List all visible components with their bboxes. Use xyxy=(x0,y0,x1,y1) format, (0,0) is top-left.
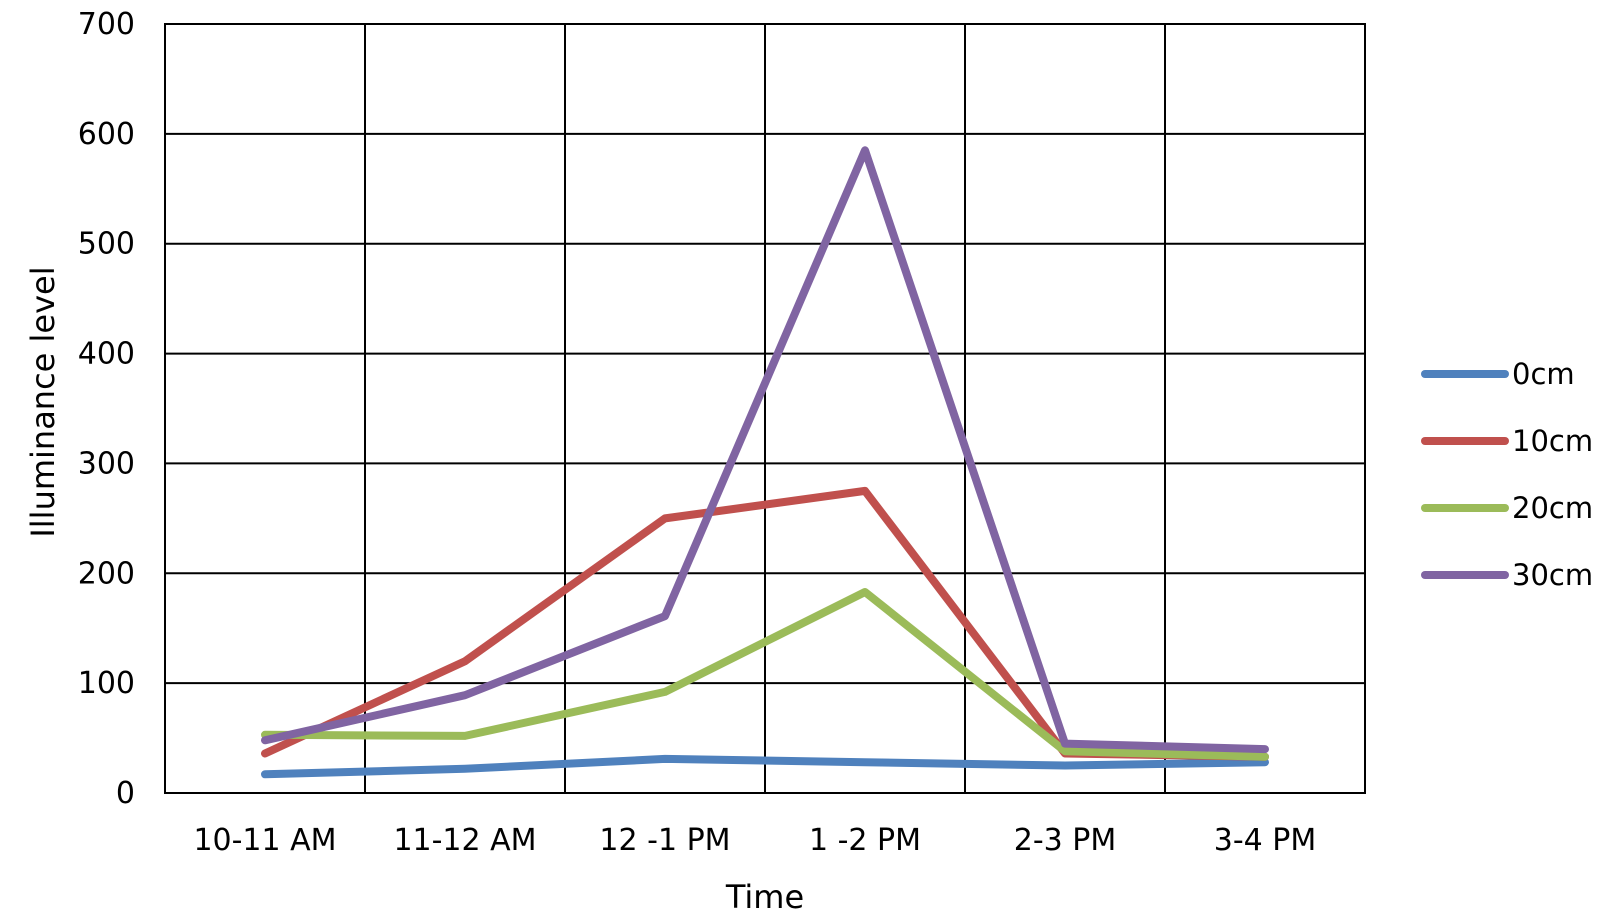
x-tick-label: 11-12 AM xyxy=(393,823,536,858)
legend-label-0cm: 0cm xyxy=(1512,357,1575,391)
y-tick-label: 0 xyxy=(116,776,135,811)
y-tick-label: 600 xyxy=(78,117,135,152)
legend-label-30cm: 30cm xyxy=(1512,558,1593,592)
x-tick-label: 10-11 AM xyxy=(193,823,336,858)
series-line-0cm xyxy=(261,754,1269,779)
legend-label-10cm: 10cm xyxy=(1512,424,1593,458)
plot-border xyxy=(164,23,1366,794)
x-tick-label: 12 -1 PM xyxy=(599,823,730,858)
series-lines xyxy=(261,146,1269,779)
y-tick-label: 500 xyxy=(78,227,135,262)
legend: 0cm 10cm 20cm 30cm xyxy=(1421,357,1593,592)
y-tick-label: 700 xyxy=(78,7,135,42)
y-axis-title: Illuminance level xyxy=(24,266,62,537)
series-line-30cm xyxy=(261,146,1269,754)
x-tick-label: 2-3 PM xyxy=(1014,823,1117,858)
grid xyxy=(164,23,1366,794)
y-tick-label: 100 xyxy=(78,666,135,701)
series-line-20cm xyxy=(261,588,1269,761)
x-tick-label: 1 -2 PM xyxy=(809,823,921,858)
y-tick-label: 200 xyxy=(78,556,135,591)
y-tick-label: 300 xyxy=(78,446,135,481)
x-tick-label: 3-4 PM xyxy=(1214,823,1317,858)
x-axis-title: Time xyxy=(725,878,804,916)
y-axis-ticks: 0 100 200 300 400 500 600 700 xyxy=(78,7,135,811)
y-tick-label: 400 xyxy=(78,337,135,372)
x-axis-ticks: 10-11 AM 11-12 AM 12 -1 PM 1 -2 PM 2-3 PM 3-4… xyxy=(193,823,1316,858)
legend-label-20cm: 20cm xyxy=(1512,491,1593,525)
